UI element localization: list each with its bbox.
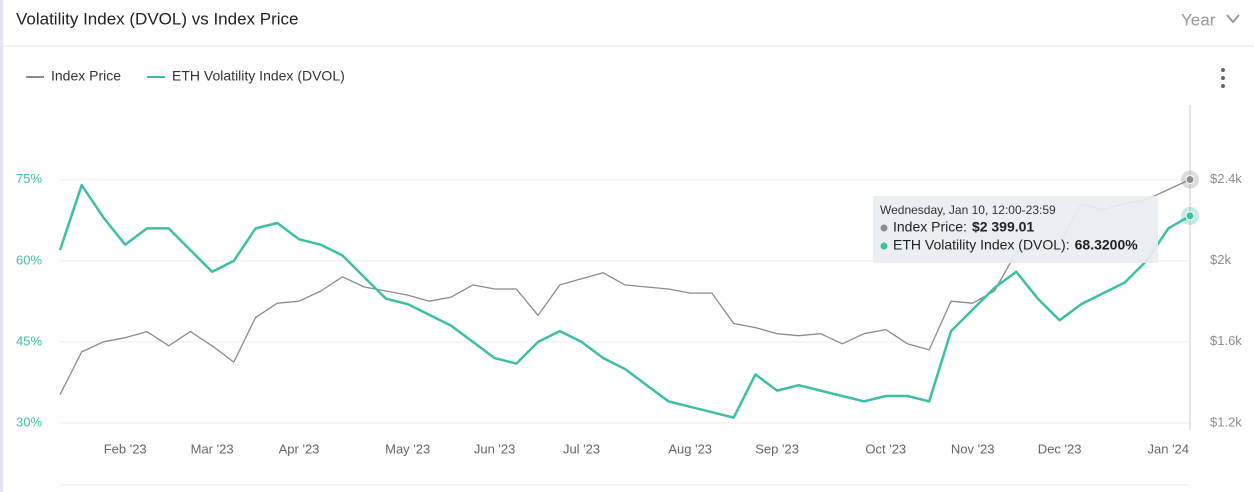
- y-tick-label: 30%: [16, 414, 42, 429]
- y-tick-label: 45%: [16, 333, 42, 348]
- x-tick-label: Nov '23: [951, 441, 995, 456]
- dropdown-arrow[interactable]: [1226, 14, 1240, 24]
- y2-tick-label: $1.6k: [1210, 333, 1242, 348]
- x-tick-label: Jul '23: [563, 441, 600, 456]
- x-tick-label: Mar '23: [191, 441, 234, 456]
- tooltip-box: [873, 196, 1158, 263]
- menu-button[interactable]: [1221, 68, 1225, 88]
- series-line: [59, 179, 1191, 395]
- x-tick-label: Sep '23: [755, 441, 799, 456]
- x-tick-label: Apr '23: [279, 441, 320, 456]
- series-line: [58, 183, 1191, 419]
- x-tick-label: Oct '23: [865, 441, 906, 456]
- tooltip-dot: [880, 242, 888, 250]
- tooltip-date: Wednesday, Jan 10, 12:00-23:59: [880, 203, 1056, 217]
- x-tick-label: May '23: [385, 441, 430, 456]
- y2-tick-label: $2.4k: [1210, 171, 1242, 186]
- x-tick-label: Feb '23: [104, 441, 147, 456]
- y-tick-label: 60%: [16, 252, 42, 267]
- tooltip-value: 68.3200%: [1075, 237, 1139, 253]
- tooltip-dot: [880, 224, 888, 232]
- hover-point: [1185, 211, 1195, 221]
- left-edge: [0, 0, 3, 492]
- x-tick-label: Jun '23: [474, 441, 516, 456]
- x-tick-label: Jan '24: [1148, 441, 1190, 456]
- y2-tick-label: $2k: [1210, 252, 1231, 267]
- hover-point: [1185, 175, 1195, 185]
- range-selector[interactable]: Year: [1181, 10, 1216, 29]
- tooltip-value: $2 399.01: [972, 219, 1034, 235]
- legend-label: Index Price: [51, 68, 121, 84]
- tooltip-label: ETH Volatility Index (DVOL):: [893, 237, 1070, 253]
- legend-label: ETH Volatility Index (DVOL): [172, 68, 345, 84]
- x-tick-label: Dec '23: [1038, 441, 1082, 456]
- y-tick-label: 75%: [16, 171, 42, 186]
- y2-tick-label: $1.2k: [1210, 414, 1242, 429]
- chart-title: Volatility Index (DVOL) vs Index Price: [16, 9, 299, 28]
- tooltip-label: Index Price:: [893, 219, 967, 235]
- x-tick-label: Aug '23: [668, 441, 712, 456]
